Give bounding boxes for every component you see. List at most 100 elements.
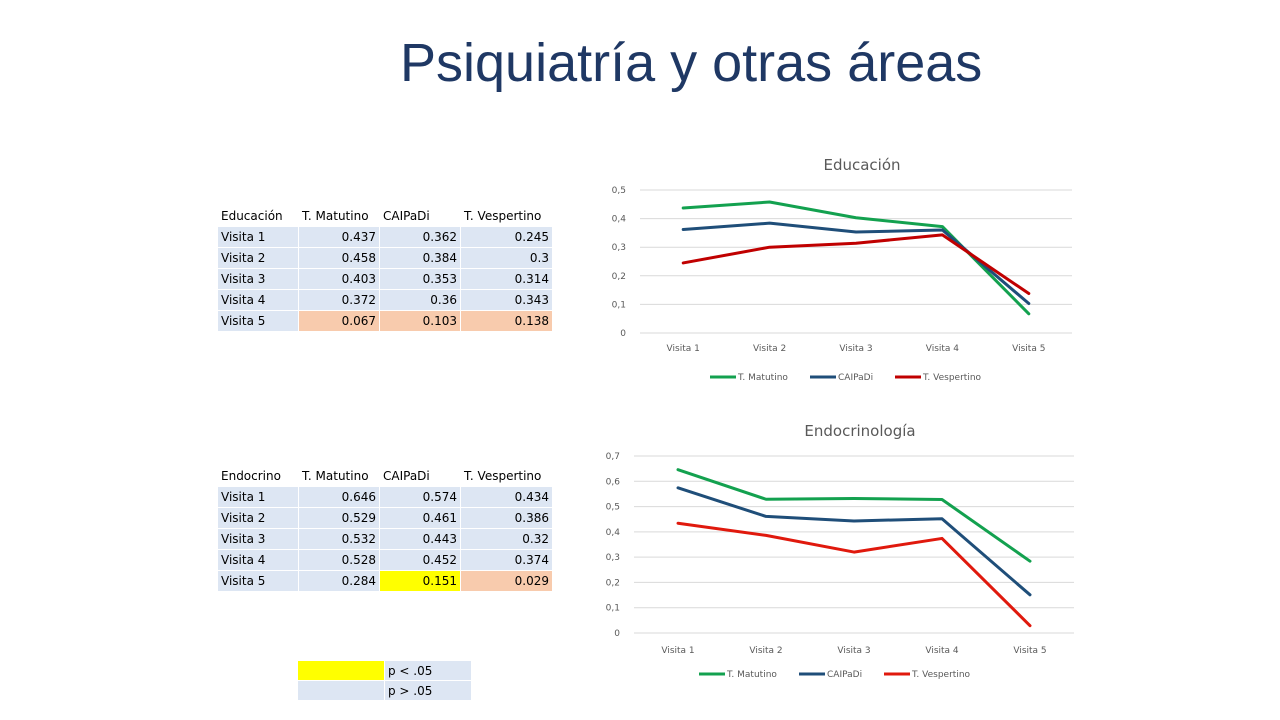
table-row-label: Visita 1 (217, 226, 299, 248)
table-header-row: Endocrino T. Matutino CAIPaDi T. Vespertino (217, 465, 553, 487)
legend-key-row: p > .05 (297, 680, 472, 701)
table-header-cell: CAIPaDi (379, 465, 461, 487)
table-cell: 0.403 (298, 268, 380, 290)
table-row-label: Visita 4 (217, 289, 299, 311)
legend-key-swatch (297, 660, 385, 681)
table-cell: 0.284 (298, 570, 380, 592)
table-cell: 0.452 (379, 549, 461, 571)
table-header-cell: T. Matutino (298, 205, 380, 227)
table-header-row: Educación T. Matutino CAIPaDi T. Vespertino (217, 205, 553, 227)
x-tick-label: Visita 2 (749, 646, 782, 656)
table-cell: 0.36 (379, 289, 461, 311)
y-tick-label: 0,2 (606, 578, 620, 588)
table-row: Visita 1 0.646 0.574 0.434 (217, 486, 553, 508)
table-cell: 0.437 (298, 226, 380, 248)
x-tick-label: Visita 4 (925, 646, 959, 656)
y-tick-label: 0 (620, 329, 626, 339)
table-cell: 0.103 (379, 310, 461, 332)
endocrinology-line-chart: Endocrinología 0 0,1 0,2 0,3 0,4 0,5 0,6 0,7 Visi… (606, 422, 1074, 680)
table-header-cell: T. Vespertino (460, 205, 553, 227)
table-cell: 0.532 (298, 528, 380, 550)
legend-label: CAIPaDi (838, 373, 873, 383)
x-tick-label: Visita 4 (926, 344, 960, 354)
legend-key-label: p < .05 (384, 660, 472, 681)
education-line-chart: Educación 0 0,1 0,2 0,3 0,4 0,5 Visita 1 Visita … (612, 156, 1072, 383)
legend-key-row: p < .05 (297, 660, 472, 681)
table-row: Visita 5 0.284 0.151 0.029 (217, 570, 553, 592)
table-row-label: Visita 2 (217, 247, 299, 269)
y-tick-label: 0,1 (612, 300, 626, 310)
table-row: Visita 2 0.529 0.461 0.386 (217, 507, 553, 529)
x-tick-label: Visita 1 (661, 646, 694, 656)
table-row-label: Visita 4 (217, 549, 299, 571)
table-cell: 0.528 (298, 549, 380, 571)
legend-label: T. Vespertino (911, 670, 971, 680)
table-cell: 0.434 (460, 486, 553, 508)
legend-label: T. Vespertino (922, 373, 982, 383)
chart-title: Endocrinología (804, 422, 915, 440)
table-cell: 0.372 (298, 289, 380, 311)
table-header-cell: T. Matutino (298, 465, 380, 487)
table-row-label: Visita 5 (217, 310, 299, 332)
table-cell: 0.32 (460, 528, 553, 550)
table-cell: 0.443 (379, 528, 461, 550)
table-header-cell: Endocrino (217, 465, 299, 487)
table-row-label: Visita 2 (217, 507, 299, 529)
table-row-label: Visita 3 (217, 268, 299, 290)
table-cell: 0.067 (298, 310, 380, 332)
table-cell: 0.362 (379, 226, 461, 248)
y-tick-label: 0,4 (606, 528, 621, 538)
y-tick-label: 0,3 (612, 243, 626, 253)
table-header-cell: T. Vespertino (460, 465, 553, 487)
legend-key-swatch (297, 680, 385, 701)
legend-key-label: p > .05 (384, 680, 472, 701)
table-cell: 0.574 (379, 486, 461, 508)
table-row-label: Visita 1 (217, 486, 299, 508)
table-row: Visita 4 0.372 0.36 0.343 (217, 289, 553, 311)
table-row: Visita 2 0.458 0.384 0.3 (217, 247, 553, 269)
table-row-label: Visita 5 (217, 570, 299, 592)
table-cell: 0.374 (460, 549, 553, 571)
y-tick-label: 0,7 (606, 452, 620, 462)
y-tick-label: 0,3 (606, 553, 620, 563)
x-tick-label: Visita 1 (667, 344, 700, 354)
table-row-label: Visita 3 (217, 528, 299, 550)
table-row: Visita 4 0.528 0.452 0.374 (217, 549, 553, 571)
table-row: Visita 3 0.532 0.443 0.32 (217, 528, 553, 550)
table-row: Visita 5 0.067 0.103 0.138 (217, 310, 553, 332)
table-cell: 0.461 (379, 507, 461, 529)
endocrino-data-table: Endocrino T. Matutino CAIPaDi T. Vespertino… (217, 465, 553, 592)
table-row: Visita 1 0.437 0.362 0.245 (217, 226, 553, 248)
y-tick-label: 0,1 (606, 604, 620, 614)
series-line-1 (676, 486, 1032, 597)
x-tick-label: Visita 5 (1012, 344, 1045, 354)
series-line-2 (676, 521, 1032, 628)
table-cell: 0.343 (460, 289, 553, 311)
education-data-table: Educación T. Matutino CAIPaDi T. Vespertino… (217, 205, 553, 332)
table-cell: 0.245 (460, 226, 553, 248)
table-cell: 0.529 (298, 507, 380, 529)
y-tick-label: 0,4 (612, 215, 627, 225)
chart-title: Educación (823, 156, 900, 174)
y-tick-label: 0 (614, 629, 620, 639)
y-tick-label: 0,2 (612, 272, 626, 282)
table-cell: 0.138 (460, 310, 553, 332)
y-tick-label: 0,5 (606, 503, 620, 513)
series-line-2 (681, 233, 1031, 296)
table-header-cell: Educación (217, 205, 299, 227)
x-tick-label: Visita 2 (753, 344, 786, 354)
y-tick-label: 0,6 (606, 477, 621, 487)
table-cell: 0.646 (298, 486, 380, 508)
table-cell: 0.151 (379, 570, 461, 592)
x-tick-label: Visita 5 (1013, 646, 1046, 656)
table-cell: 0.386 (460, 507, 553, 529)
table-cell: 0.353 (379, 268, 461, 290)
legend-label: T. Matutino (737, 373, 788, 383)
table-row: Visita 3 0.403 0.353 0.314 (217, 268, 553, 290)
significance-legend: p < .05 p > .05 (297, 660, 472, 701)
table-cell: 0.458 (298, 247, 380, 269)
table-cell: 0.384 (379, 247, 461, 269)
x-tick-label: Visita 3 (839, 344, 872, 354)
table-header-cell: CAIPaDi (379, 205, 461, 227)
table-cell: 0.314 (460, 268, 553, 290)
